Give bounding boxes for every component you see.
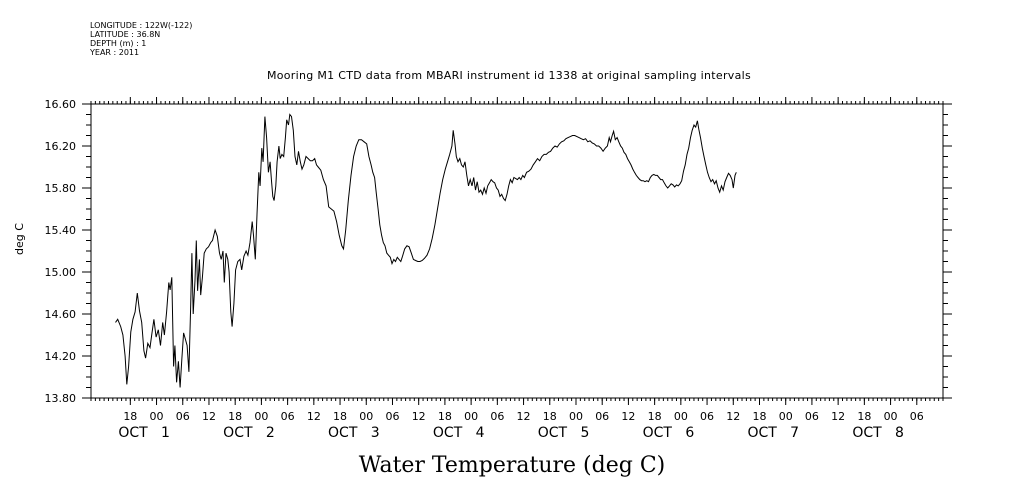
x-tick-label: 18 — [752, 410, 766, 423]
x-tick-label: 00 — [884, 410, 898, 423]
x-tick-label: 06 — [805, 410, 819, 423]
x-tick-label: 00 — [150, 410, 164, 423]
x-day-label: OCT 8 — [852, 425, 904, 441]
x-tick-label: 12 — [202, 410, 216, 423]
x-tick-label: 18 — [857, 410, 871, 423]
x-axis-title: Water Temperature (deg C) — [358, 453, 666, 478]
y-tick-label: 15.80 — [45, 182, 77, 195]
x-tick-label: 00 — [359, 410, 373, 423]
x-tick-label: 12 — [307, 410, 321, 423]
x-day-label: OCT 4 — [433, 425, 485, 441]
y-tick-label: 16.60 — [45, 98, 77, 111]
x-tick-label: 06 — [281, 410, 295, 423]
x-tick-label: 12 — [621, 410, 635, 423]
x-day-label: OCT 1 — [118, 425, 170, 441]
x-tick-label: 06 — [700, 410, 714, 423]
y-tick-label: 15.00 — [45, 266, 77, 279]
x-day-label: OCT 2 — [223, 425, 275, 441]
x-tick-label: 12 — [831, 410, 845, 423]
x-tick-label: 06 — [385, 410, 399, 423]
metadata-block: LONGITUDE : 122W(-122) LATITUDE : 36.8N … — [90, 21, 192, 57]
x-day-label: OCT 5 — [538, 425, 590, 441]
latitude-text: LATITUDE : 36.8N — [90, 30, 161, 39]
x-tick-label: 06 — [490, 410, 504, 423]
x-tick-label: 12 — [517, 410, 531, 423]
y-tick-labels: 13.80 14.20 14.60 15.00 15.40 15.80 16.20 16.60 — [45, 98, 77, 405]
depth-text: DEPTH (m) : 1 — [90, 39, 147, 48]
y-tick-label: 15.40 — [45, 224, 77, 237]
x-day-labels: OCT 1 OCT 2 OCT 3 OCT 4 OCT 5 OCT 6 OCT 7 OCT 8 — [118, 425, 904, 441]
x-tick-label: 06 — [910, 410, 924, 423]
x-tick-label: 00 — [779, 410, 793, 423]
x-tick-label: 18 — [648, 410, 662, 423]
x-tick-label: 00 — [464, 410, 478, 423]
y-tick-label: 14.60 — [45, 308, 77, 321]
y-tick-label: 13.80 — [45, 392, 77, 405]
x-tick-label: 06 — [176, 410, 190, 423]
x-tick-labels: 18 00 06 12 18 00 06 12 18 00 06 12 18 00 06 12 18 00 06 12… — [123, 410, 923, 423]
year-text: YEAR : 2011 — [90, 48, 140, 57]
x-day-label: OCT 3 — [328, 425, 380, 441]
longitude-text: LONGITUDE : 122W(-122) — [90, 21, 193, 30]
x-tick-label: 18 — [228, 410, 242, 423]
chart-title: Mooring M1 CTD data from MBARI instrumen… — [266, 69, 752, 82]
x-tick-label: 18 — [333, 410, 347, 423]
temperature-series-line — [115, 113, 737, 388]
y-tick-label: 16.20 — [45, 140, 77, 153]
tick-marks — [82, 97, 952, 405]
x-day-label: OCT 7 — [747, 425, 799, 441]
x-tick-label: 00 — [254, 410, 268, 423]
x-tick-label: 00 — [569, 410, 583, 423]
x-tick-label: 00 — [674, 410, 688, 423]
x-day-label: OCT 6 — [643, 425, 695, 441]
x-tick-label: 18 — [543, 410, 557, 423]
x-tick-label: 18 — [438, 410, 452, 423]
y-tick-label: 14.20 — [45, 350, 77, 363]
x-tick-label: 18 — [123, 410, 137, 423]
x-tick-label: 06 — [595, 410, 609, 423]
x-tick-label: 12 — [412, 410, 426, 423]
x-tick-label: 12 — [726, 410, 740, 423]
